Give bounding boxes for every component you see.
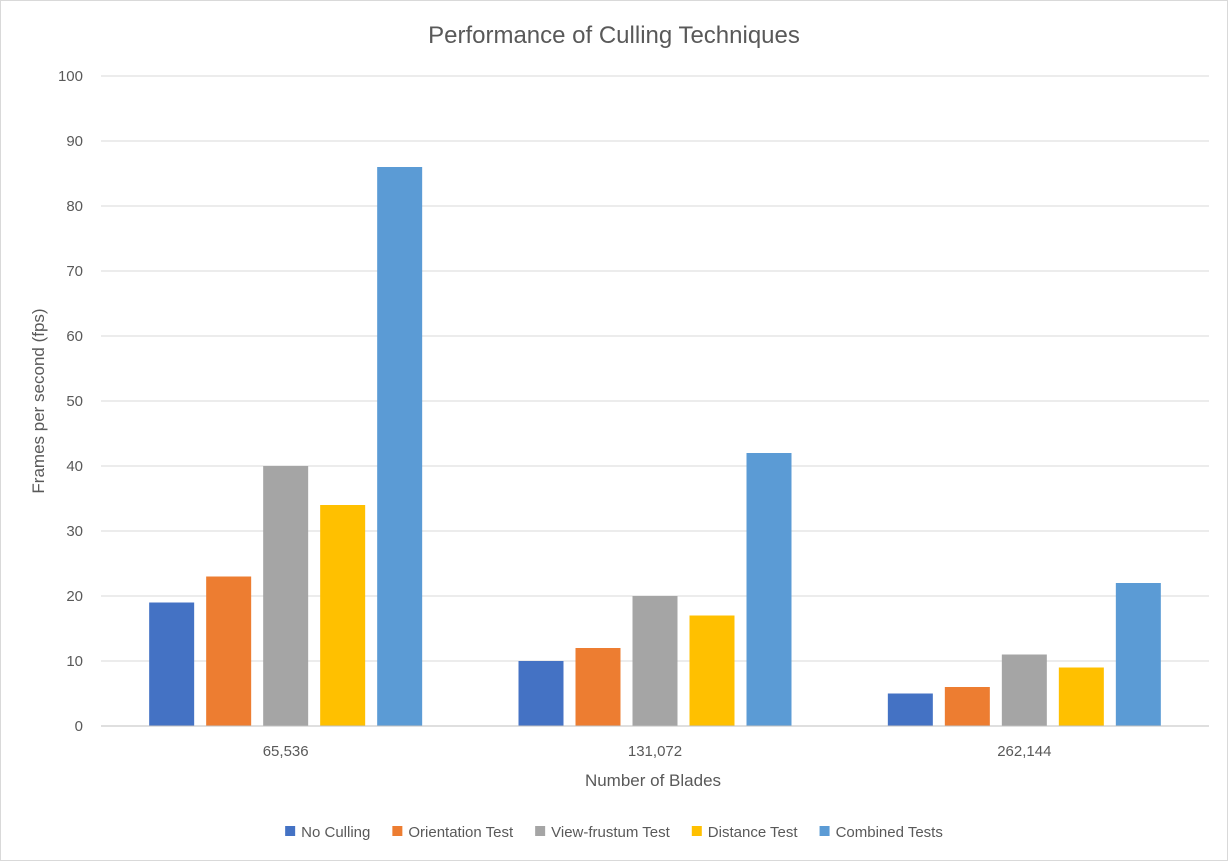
y-tick-label: 100 <box>58 68 83 85</box>
bar <box>746 453 792 726</box>
bar <box>320 505 366 726</box>
y-tick-label: 0 <box>75 718 83 735</box>
x-axis-label: Number of Blades <box>585 771 721 790</box>
legend-swatch <box>691 826 702 836</box>
legend-item: Combined Tests <box>819 824 943 841</box>
x-axis-ticks: 65,536 131,072 262,144 <box>263 743 1052 760</box>
bar <box>1115 583 1161 726</box>
y-tick-label: 60 <box>66 328 83 345</box>
bar <box>632 596 678 726</box>
legend-swatch <box>285 826 296 836</box>
y-tick-label: 50 <box>66 393 83 410</box>
y-axis-ticks: 0 10 20 30 40 50 60 70 80 90 100 <box>58 68 83 735</box>
bar <box>887 693 933 726</box>
legend-label: No Culling <box>301 824 370 841</box>
y-tick-label: 40 <box>66 458 83 475</box>
legend-label: Orientation Test <box>408 824 514 841</box>
legend-swatch <box>392 826 403 836</box>
legend-swatch <box>819 826 830 836</box>
bar <box>206 576 252 726</box>
y-tick-label: 70 <box>66 263 83 280</box>
bar <box>1001 654 1047 726</box>
bar <box>1058 667 1104 726</box>
x-tick-label: 262,144 <box>997 743 1051 760</box>
bar <box>518 661 564 726</box>
legend-item: Distance Test <box>691 824 799 841</box>
legend-swatch <box>535 826 546 836</box>
x-tick-label: 65,536 <box>263 743 309 760</box>
y-tick-label: 10 <box>66 653 83 670</box>
legend-item: View-frustum Test <box>535 824 671 841</box>
legend-item: No Culling <box>285 824 370 841</box>
bar <box>689 615 735 726</box>
y-tick-label: 90 <box>66 133 83 150</box>
bar <box>944 687 990 726</box>
x-tick-label: 131,072 <box>628 743 682 760</box>
bar <box>149 602 195 726</box>
legend-item: Orientation Test <box>392 824 514 841</box>
chart-title: Performance of Culling Techniques <box>428 22 800 49</box>
legend: No Culling Orientation Test View-frustum T… <box>285 824 943 841</box>
bar <box>377 167 423 726</box>
bars <box>149 167 1161 726</box>
legend-label: View-frustum Test <box>551 824 670 841</box>
legend-label: Combined Tests <box>836 824 943 841</box>
bar <box>575 648 621 726</box>
y-axis-label: Frames per second (fps) <box>29 308 48 493</box>
y-tick-label: 30 <box>66 523 83 540</box>
bar <box>263 466 309 726</box>
y-tick-label: 80 <box>66 198 83 215</box>
y-tick-label: 20 <box>66 588 83 605</box>
legend-label: Distance Test <box>708 824 799 841</box>
